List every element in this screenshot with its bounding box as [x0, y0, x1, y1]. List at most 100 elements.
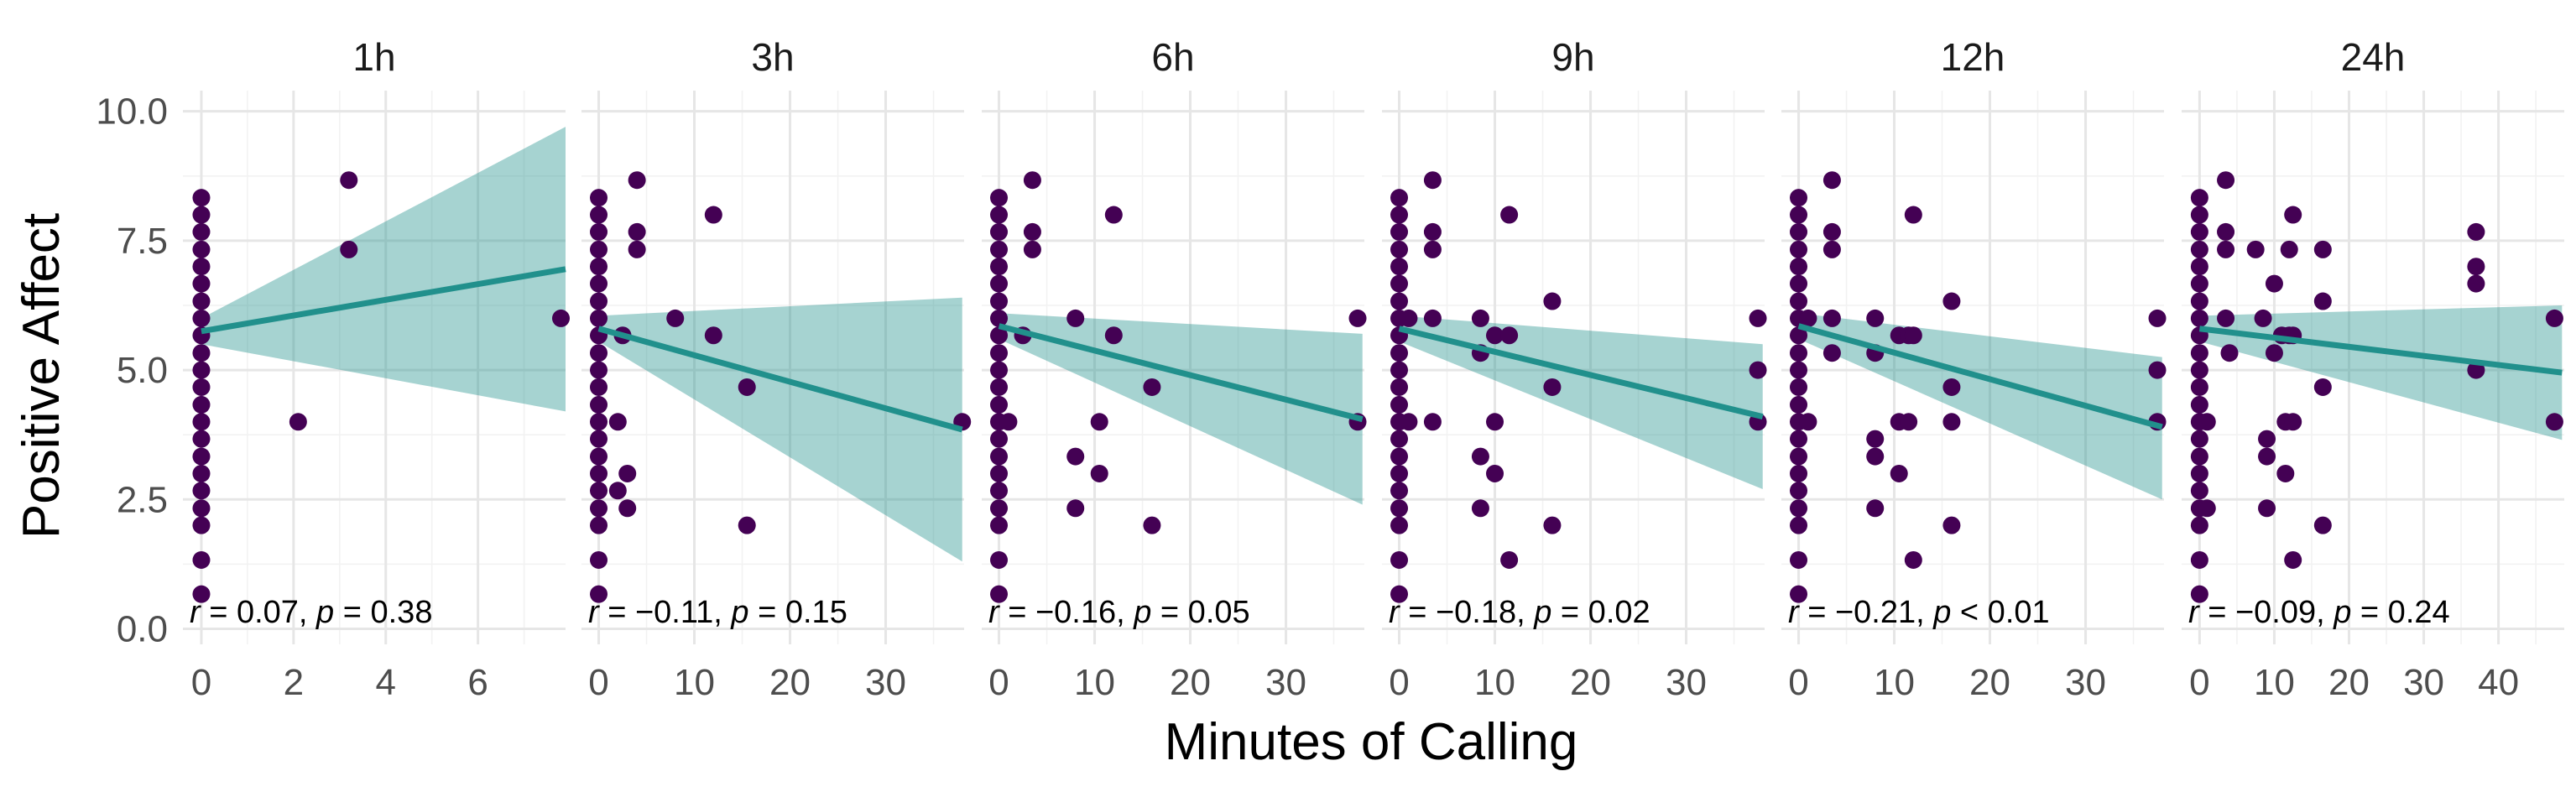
- data-point: [1390, 378, 1409, 396]
- data-point: [1390, 550, 1409, 569]
- data-point: [1866, 430, 1885, 448]
- data-point: [2545, 309, 2563, 327]
- data-point: [990, 550, 1009, 569]
- data-point: [2190, 292, 2208, 310]
- data-point: [2190, 309, 2208, 327]
- data-point: [1090, 413, 1108, 431]
- data-point: [2284, 206, 2302, 224]
- data-point: [2467, 274, 2485, 293]
- data-point: [666, 309, 685, 327]
- data-point: [340, 240, 358, 258]
- data-point: [1023, 171, 1041, 190]
- regression-line: [597, 326, 963, 433]
- data-point: [704, 326, 722, 345]
- confidence-band: [201, 127, 566, 412]
- data-point: [192, 292, 211, 310]
- data-point: [1790, 516, 1808, 534]
- x-tick-label: 30: [1265, 662, 1306, 703]
- data-point: [1143, 378, 1161, 396]
- data-point: [1790, 206, 1808, 224]
- data-point: [1400, 309, 1418, 327]
- data-point: [1890, 464, 1908, 482]
- data-point: [590, 240, 608, 258]
- data-point: [1790, 585, 1808, 603]
- data-point: [1500, 206, 1519, 224]
- data-point: [1866, 499, 1885, 518]
- data-point: [1822, 309, 1841, 327]
- data-point: [2190, 447, 2208, 466]
- data-point: [990, 222, 1009, 241]
- facet-strip-label: 6h: [1151, 35, 1194, 79]
- facet-panel-6h: 6h 0 10 20 30 r = −0.16, p = 0.05: [982, 35, 1367, 703]
- data-point: [1471, 309, 1489, 327]
- x-tick-label: 30: [2065, 662, 2106, 703]
- data-point: [990, 292, 1009, 310]
- data-point: [1790, 344, 1808, 362]
- data-point: [2148, 361, 2167, 379]
- data-point: [1471, 447, 1489, 466]
- data-point: [1543, 378, 1562, 396]
- data-point: [590, 344, 608, 362]
- data-point: [590, 309, 608, 327]
- data-point: [1866, 447, 1885, 466]
- data-point: [608, 413, 627, 431]
- data-point: [192, 464, 211, 482]
- data-point: [2190, 274, 2208, 293]
- regression-line: [1398, 326, 1764, 419]
- data-point: [2190, 585, 2208, 603]
- data-point: [1423, 240, 1442, 258]
- data-point: [1790, 447, 1808, 466]
- confidence-band: [2199, 305, 2563, 440]
- data-point: [1942, 378, 1961, 396]
- x-axis-title: Minutes of Calling: [1165, 713, 1578, 771]
- data-point: [628, 240, 646, 258]
- data-point: [192, 378, 211, 396]
- data-point: [590, 430, 608, 448]
- data-point: [1023, 222, 1041, 241]
- facet-strip-label: 1h: [352, 35, 395, 79]
- regression-line: [1797, 323, 2163, 430]
- data-point: [1822, 240, 1841, 258]
- data-point: [2190, 258, 2208, 276]
- panels: 0.0 2.5 5.0 7.5 10.0 1h 0 2 4 6 r = 0.07, p = 0.38…: [96, 35, 2564, 703]
- facet-panel-24h: 24h 0 10 20 30 40 r = −0.09, p = 0.24: [2182, 35, 2564, 703]
- data-point: [1904, 326, 1922, 345]
- data-point: [2265, 274, 2283, 293]
- correlation-annotation: r = 0.07, p = 0.38: [190, 595, 432, 630]
- data-point: [2190, 516, 2208, 534]
- data-point: [1390, 292, 1409, 310]
- data-point: [1790, 292, 1808, 310]
- x-tick-label: 4: [375, 662, 395, 703]
- facet-strip-label: 3h: [751, 35, 794, 79]
- confidence-band: [1798, 313, 2162, 500]
- data-point: [1390, 585, 1409, 603]
- regression-line: [998, 323, 1364, 423]
- x-tick-label: 20: [1969, 662, 2010, 703]
- x-tick-label: 30: [2403, 662, 2444, 703]
- data-point: [2254, 309, 2272, 327]
- data-point: [1790, 361, 1808, 379]
- data-point: [2313, 378, 2332, 396]
- data-point: [1749, 361, 1767, 379]
- x-tick-label: 2: [284, 662, 304, 703]
- data-point: [1790, 240, 1808, 258]
- data-point: [2280, 240, 2298, 258]
- confidence-band: [999, 313, 1363, 505]
- data-point: [1066, 309, 1085, 327]
- data-point: [1822, 344, 1841, 362]
- data-point: [990, 482, 1009, 500]
- facet-strip-label: 12h: [1941, 35, 2005, 79]
- data-point: [1423, 309, 1442, 327]
- data-point: [2190, 240, 2208, 258]
- data-point: [1790, 395, 1808, 414]
- x-tick-label: 0: [1389, 662, 1409, 703]
- x-tick-label: 10: [1074, 662, 1115, 703]
- data-point: [192, 309, 211, 327]
- data-point: [1500, 326, 1519, 345]
- data-point: [2276, 464, 2295, 482]
- data-point: [1390, 395, 1409, 414]
- data-point: [628, 222, 646, 241]
- data-point: [1790, 222, 1808, 241]
- data-point: [192, 274, 211, 293]
